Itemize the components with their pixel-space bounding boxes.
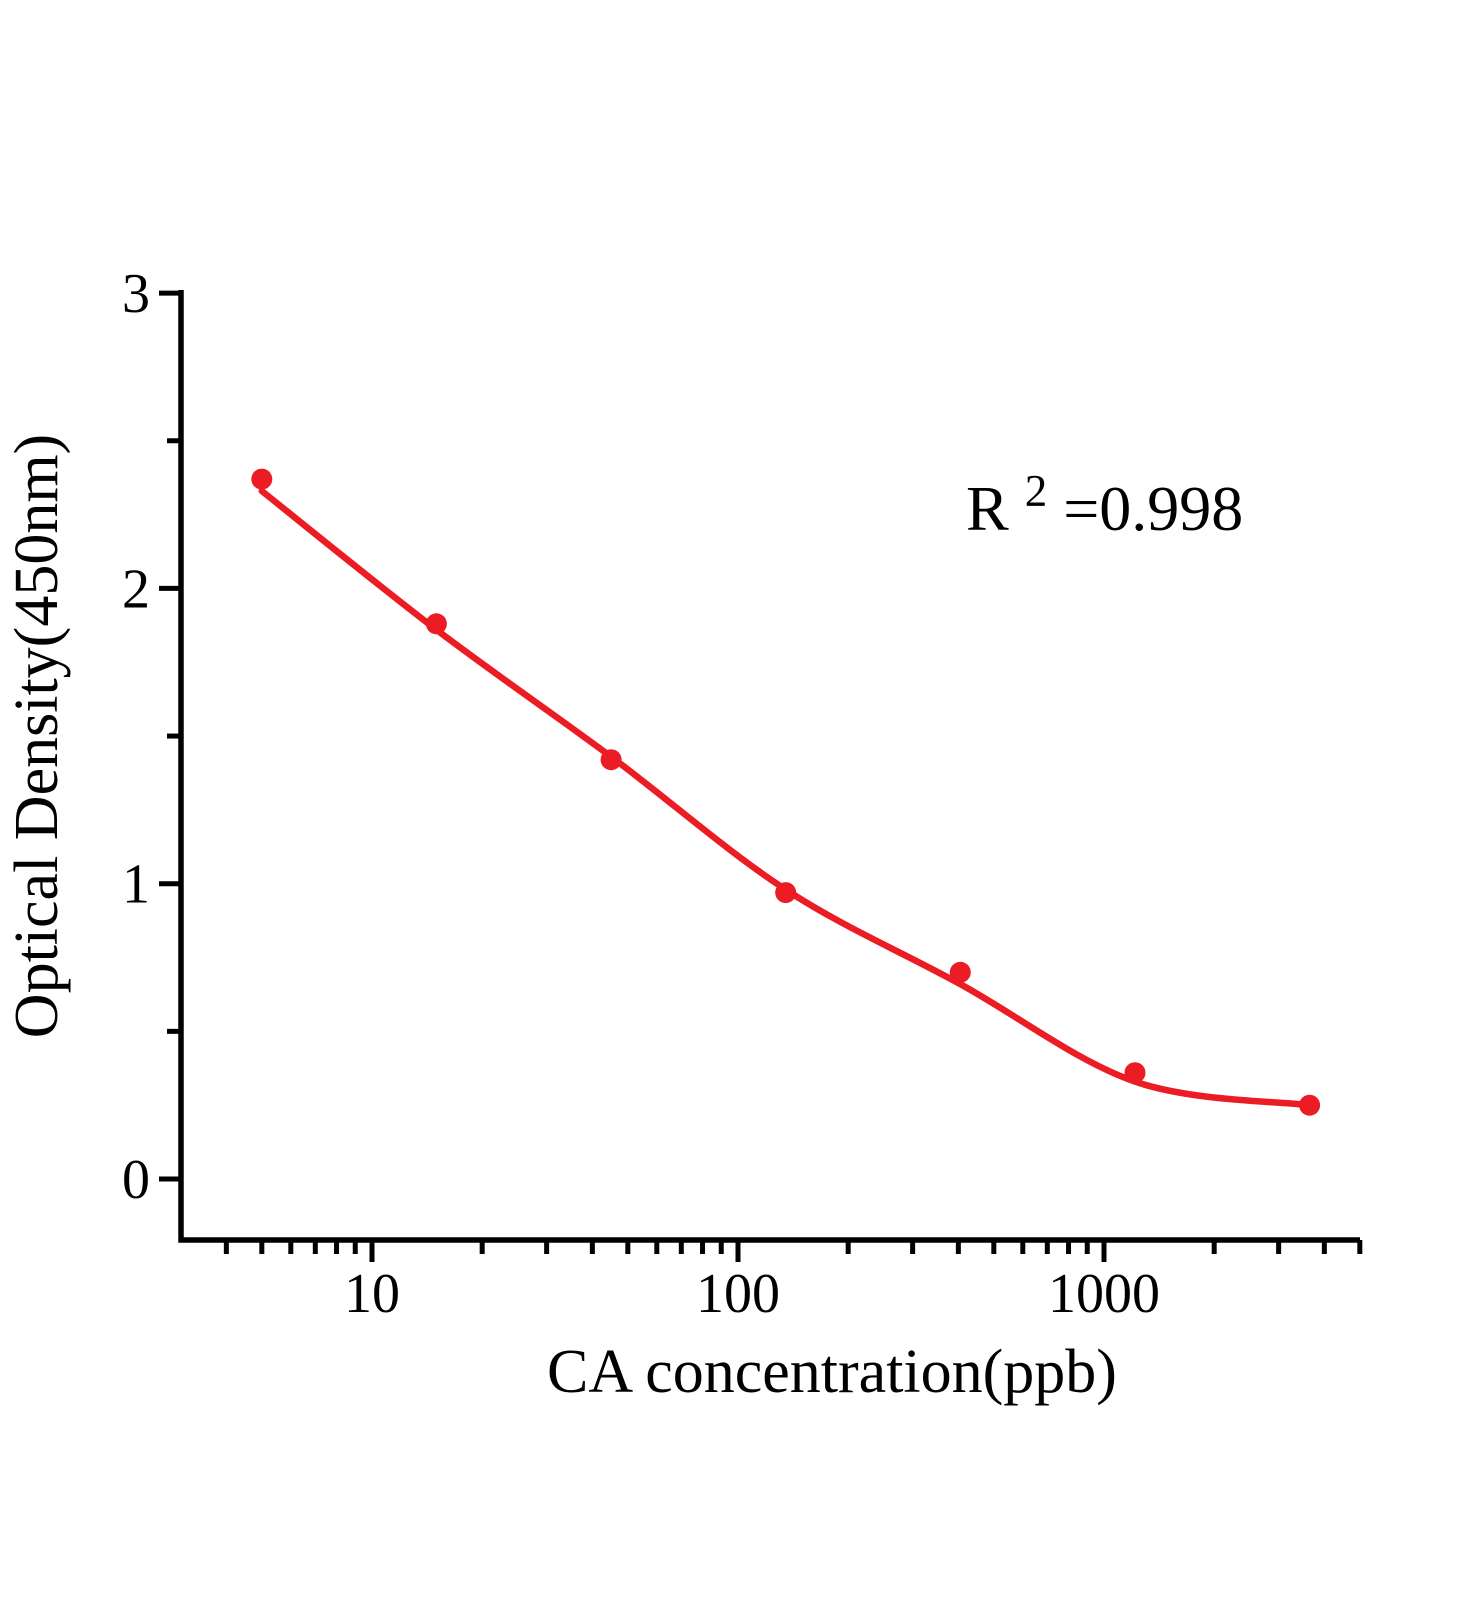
x-tick-label: 100 [696,1263,780,1325]
x-axis-title: CA concentration(ppb) [547,1338,1117,1406]
x-major-ticks [369,1240,1107,1262]
data-point-marker [949,961,971,983]
r-squared-annotation: R 2 =0.998 [966,449,1243,544]
y-tick-label: 3 [122,263,150,325]
data-point-marker [1124,1062,1146,1084]
r-squared-base: R [966,473,1009,544]
y-tick-label: 1 [122,854,150,916]
fit-curve [258,487,1313,1109]
x-tick-label: 1000 [1048,1263,1160,1325]
y-minor-ticks [167,438,181,1034]
data-point-marker [251,468,273,490]
y-axis-title: Optical Density(450nm) [3,434,71,1038]
y-tick-label: 0 [122,1149,150,1211]
r-squared-exponent: 2 [1025,466,1048,516]
y-tick-label: 2 [122,558,150,620]
x-minor-ticks [223,1240,1363,1254]
axis-spines [178,290,1360,1243]
r-squared-value: =0.998 [1063,473,1243,544]
y-major-ticks [159,290,181,1182]
data-point-marker [775,882,797,904]
data-point-marker [600,749,622,771]
x-tick-label: 10 [344,1263,400,1325]
data-point-markers [251,468,1321,1116]
y-tick-labels: 0 1 2 3 [122,263,150,1211]
x-tick-labels: 10 100 1000 [344,1263,1160,1325]
data-point-marker [425,613,447,635]
data-point-marker [1299,1094,1321,1116]
